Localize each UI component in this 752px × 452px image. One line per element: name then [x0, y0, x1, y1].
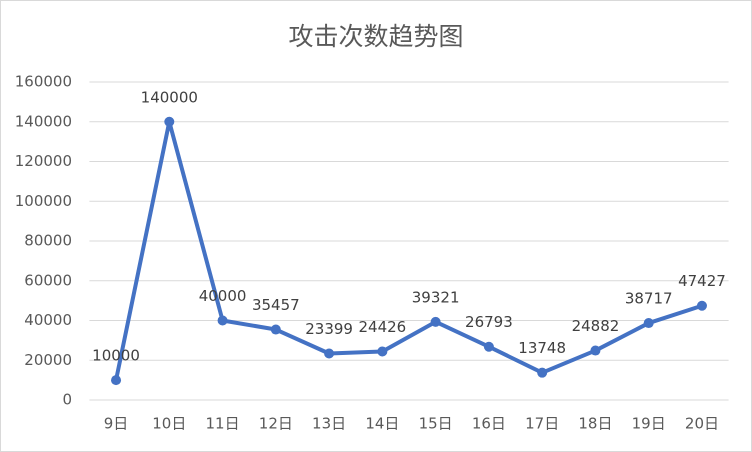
- x-tick-label: 16日: [472, 415, 506, 433]
- x-tick-label: 10日: [152, 415, 186, 433]
- x-tick-label: 13日: [312, 415, 346, 433]
- y-tick-label: 0: [62, 391, 72, 409]
- data-label: 40000: [199, 287, 247, 305]
- x-tick-label: 12日: [259, 415, 293, 433]
- data-point: [377, 346, 388, 357]
- y-tick-label: 120000: [15, 152, 72, 170]
- data-label: 38717: [625, 290, 673, 308]
- x-tick-label: 14日: [365, 415, 399, 433]
- data-point: [696, 300, 707, 311]
- data-point: [324, 348, 335, 359]
- x-tick-label: 18日: [578, 415, 612, 433]
- y-tick-label: 160000: [15, 73, 72, 91]
- data-label: 35457: [252, 296, 300, 314]
- data-label: 23399: [305, 320, 353, 338]
- data-label: 26793: [465, 313, 513, 331]
- x-tick-label: 11日: [206, 415, 240, 433]
- y-tick-label: 140000: [15, 112, 72, 130]
- data-label: 39321: [412, 288, 460, 306]
- data-point: [164, 116, 175, 127]
- y-tick-label: 40000: [24, 311, 72, 329]
- data-point: [483, 341, 494, 352]
- data-point: [111, 375, 122, 386]
- data-label: 47427: [678, 272, 726, 290]
- data-label: 24426: [359, 318, 407, 336]
- x-tick-label: 9日: [104, 415, 129, 433]
- data-point: [430, 316, 441, 327]
- data-label: 10000: [92, 347, 140, 365]
- x-tick-label: 15日: [419, 415, 453, 433]
- data-point: [537, 367, 548, 378]
- y-tick-label: 100000: [15, 192, 72, 210]
- data-point: [590, 345, 601, 356]
- x-tick-label: 19日: [632, 415, 666, 433]
- data-label: 13748: [518, 339, 566, 357]
- y-tick-label: 60000: [24, 271, 72, 289]
- data-point: [270, 324, 281, 335]
- data-line: [114, 119, 703, 381]
- x-tick-label: 17日: [525, 415, 559, 433]
- chart-title: 攻击次数趋势图: [288, 22, 463, 51]
- x-tick-label: 20日: [685, 415, 719, 433]
- data-point: [217, 315, 228, 326]
- data-point: [643, 318, 654, 329]
- data-label: 140000: [141, 88, 198, 106]
- y-tick-label: 80000: [24, 232, 72, 250]
- data-label: 24882: [572, 317, 620, 335]
- y-tick-label: 20000: [24, 351, 72, 369]
